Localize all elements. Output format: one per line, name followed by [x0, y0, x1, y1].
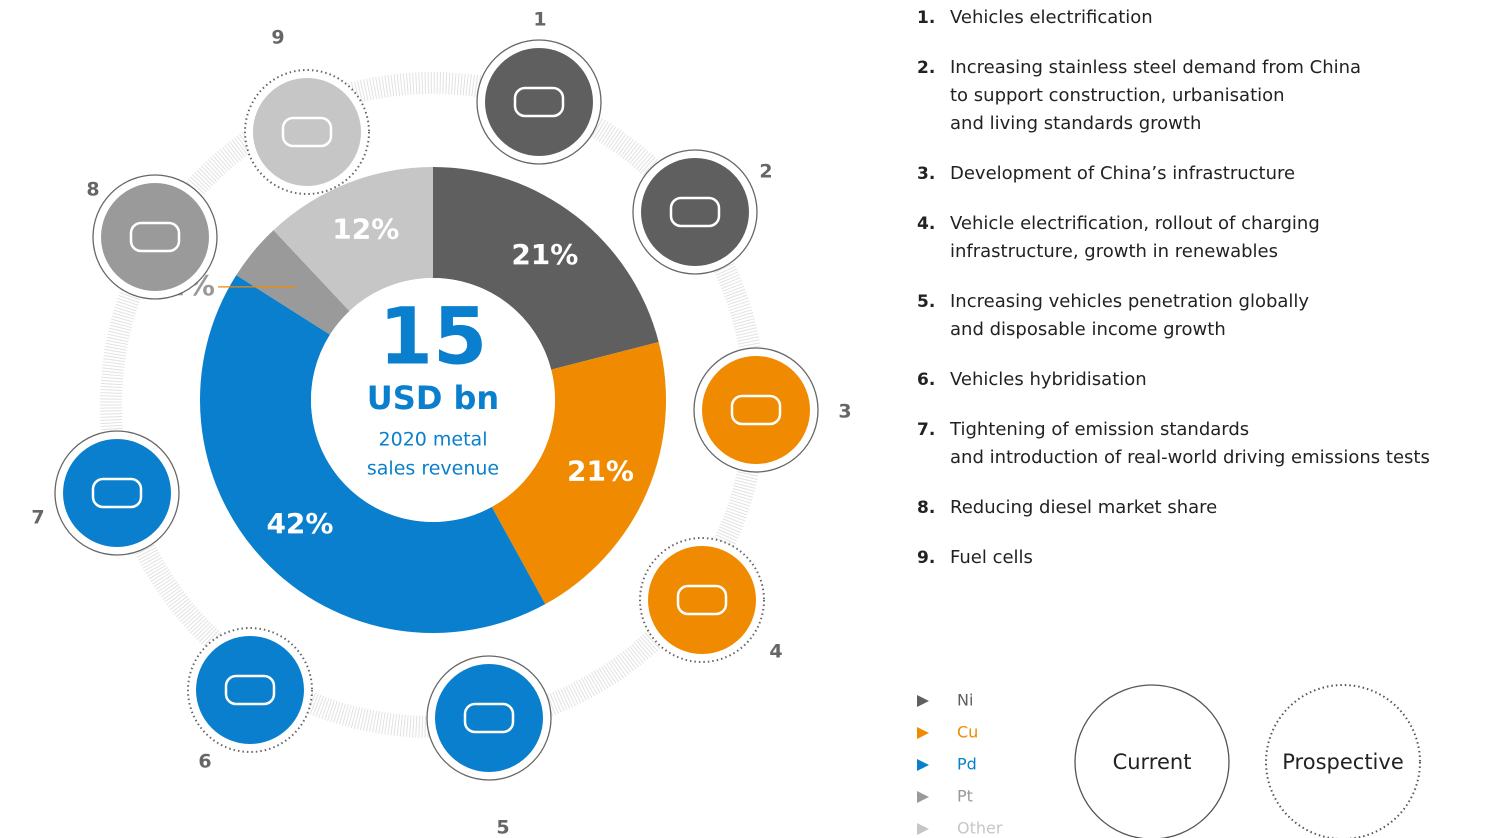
- driver-text: Vehicles electrification: [950, 7, 1153, 28]
- driver-number: 1.: [917, 8, 935, 28]
- icon: [702, 356, 810, 464]
- icon: [253, 78, 361, 186]
- legend-label: Pt: [957, 787, 973, 806]
- icon-number: 5: [496, 817, 509, 838]
- total-unit: USD bn: [367, 379, 499, 417]
- driver-text: Increasing vehicles penetration globally: [950, 291, 1309, 312]
- icon-glyph: [224, 674, 276, 706]
- key-current-label: Current: [1113, 750, 1192, 774]
- donut-slice: [433, 167, 659, 370]
- driver-text: infrastructure, growth in renewables: [950, 241, 1278, 262]
- donut-slice: [491, 342, 666, 605]
- slice-label: 21%: [511, 238, 578, 271]
- driver-number: 9.: [917, 548, 935, 568]
- legend-label: Pd: [957, 755, 977, 774]
- key-prospective-label: Prospective: [1282, 750, 1403, 774]
- legend-marker: [917, 695, 929, 707]
- driver-text: Tightening of emission standards: [949, 419, 1249, 440]
- icon-glyph: [463, 702, 515, 734]
- icon-number: 4: [769, 641, 782, 663]
- legend-marker: [917, 823, 929, 835]
- donut-slice: [273, 167, 433, 312]
- icon: [435, 664, 543, 772]
- legend: Ni Cu Pd Pt Other: [917, 691, 1003, 838]
- donut-slice: [236, 230, 350, 335]
- driver-text: Increasing stainless steel demand from C…: [950, 57, 1361, 78]
- icon-glyph: [669, 196, 721, 228]
- driver-text: and living standards growth: [950, 113, 1201, 134]
- icon: [485, 48, 593, 156]
- key-prospective: [1265, 684, 1421, 838]
- driver-number: 3.: [917, 164, 935, 184]
- driver-text: Fuel cells: [950, 547, 1033, 568]
- driver-number: 7.: [917, 420, 935, 440]
- icon-glyph: [129, 221, 181, 253]
- icon-number: 9: [271, 27, 284, 49]
- donut-slice: [200, 275, 546, 633]
- icon-number: 1: [533, 9, 546, 31]
- legend-label: Ni: [957, 691, 973, 710]
- slice-label: 12%: [332, 212, 399, 245]
- driver-text: Vehicles hybridisation: [950, 369, 1147, 390]
- icon: [648, 546, 756, 654]
- icons: 1 2 3 4 5 6 7 8 9: [31, 9, 851, 838]
- legend-label: Other: [957, 819, 1003, 838]
- legend-marker: [917, 727, 929, 739]
- icon-glyph: [676, 584, 728, 616]
- icon-glyph: [730, 394, 782, 426]
- legend-label: Cu: [957, 723, 978, 742]
- driver-number: 6.: [917, 370, 935, 390]
- icon-number: 6: [198, 751, 211, 773]
- driver-text: Reducing diesel market share: [950, 497, 1217, 518]
- caption: 2020 metal: [379, 429, 488, 451]
- driver-text: to support construction, urbanisation: [950, 85, 1285, 106]
- slice-label: 21%: [567, 454, 634, 487]
- icon: [641, 158, 749, 266]
- driver-text: Development of China’s infrastructure: [950, 163, 1295, 184]
- icon-glyph: [281, 116, 333, 148]
- driver-number: 5.: [917, 292, 935, 312]
- icon-number: 2: [759, 161, 772, 183]
- caption: sales revenue: [367, 458, 499, 480]
- legend-marker: [917, 759, 929, 771]
- icon-number: 8: [86, 179, 99, 201]
- key-current: [1074, 684, 1230, 838]
- total: 15: [379, 292, 488, 382]
- driver-text: Vehicle electrification, rollout of char…: [950, 213, 1320, 234]
- driver-number: 2.: [917, 58, 935, 78]
- icon-number: 7: [31, 507, 44, 529]
- legend-marker: [917, 791, 929, 803]
- driver-text: and introduction of real-world driving e…: [950, 447, 1430, 468]
- driver-text: and disposable income growth: [950, 319, 1226, 340]
- icon-number: 3: [838, 401, 851, 423]
- slice-label: 42%: [266, 507, 333, 540]
- driver-list: 1. Vehicles electrification 2. Increasing s…: [917, 7, 1430, 568]
- icon: [63, 439, 171, 547]
- donut-hole: [311, 278, 555, 522]
- icon-glyph: [91, 477, 143, 509]
- driver-number: 4.: [917, 214, 935, 234]
- icon: [196, 636, 304, 744]
- driver-number: 8.: [917, 498, 935, 518]
- icon-glyph: [513, 86, 565, 118]
- icon: [101, 183, 209, 291]
